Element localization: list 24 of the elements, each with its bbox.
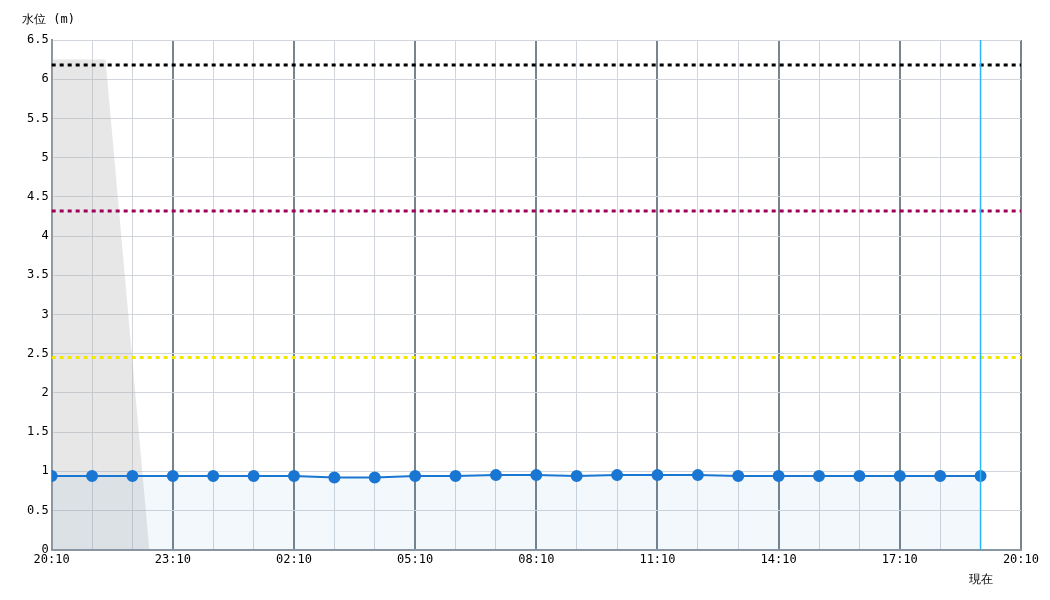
x-tick-label: 14:10 [760, 551, 797, 566]
y-tick-label: 3.5 [26, 267, 49, 282]
y-tick-label: 1 [41, 463, 49, 478]
x-tick-label: 20:10 [33, 551, 70, 566]
x-tick-label: 20:10 [1002, 551, 1039, 566]
x-tick-label: 11:10 [639, 551, 676, 566]
x-tick-label: 08:10 [518, 551, 555, 566]
y-tick-label: 1.5 [26, 424, 49, 439]
y-tick-label: 4.5 [26, 188, 49, 203]
y-tick-label: 2.5 [26, 345, 49, 360]
y-tick-label: 4 [41, 228, 49, 243]
ref-line-label: 現在 [968, 571, 993, 586]
y-tick-label: 0.5 [26, 502, 49, 517]
y-tick-label: 6.5 [26, 32, 49, 47]
y-axis-title: 水位 (m) [22, 12, 75, 27]
y-tick-label: 5 [41, 149, 49, 164]
y-tick-label: 6 [41, 71, 49, 86]
x-tick-label: 02:10 [275, 551, 313, 566]
x-tick-label: 05:10 [397, 551, 434, 566]
y-tick-label: 2 [41, 384, 49, 399]
x-tick-label: 17:10 [881, 551, 918, 566]
y-tick-label: 3 [41, 306, 49, 321]
y-tick-label: 5.5 [26, 110, 49, 125]
x-tick-label: 23:10 [154, 551, 191, 566]
